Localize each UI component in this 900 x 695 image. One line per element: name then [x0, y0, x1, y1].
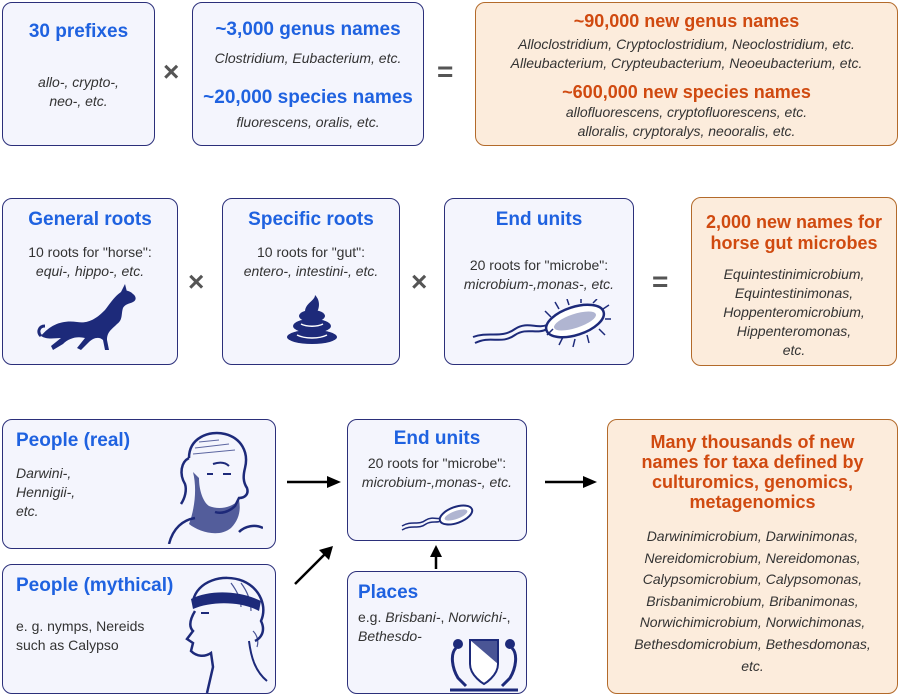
- general-roots-desc: 10 roots for "horse":: [28, 244, 152, 260]
- horse-gut-name-1: Equintestinimicrobium,: [723, 266, 865, 282]
- horse-gut-name-4: Hippenteromonas,: [736, 323, 852, 339]
- specific-roots-desc: 10 roots for "gut":: [257, 244, 365, 260]
- species-examples: fluorescens, oralis, etc.: [236, 114, 380, 130]
- people-real-line-3: etc.: [16, 503, 39, 519]
- times-operator-2: ×: [411, 266, 428, 297]
- new-genus-line-2: Alleubacterium, Crypteubacterium, Neoeub…: [510, 55, 863, 71]
- people-mythical-title: People (mythical): [16, 575, 174, 596]
- horse-gut-title-2: horse gut microbes: [710, 233, 878, 253]
- people-real-line-2: Hennigii-,: [16, 484, 76, 500]
- new-names-result-box: ~90,000 new genus names Alloclostridium,…: [475, 2, 898, 146]
- result-title-4: metagenomics: [689, 492, 816, 512]
- result-name-line: etc.: [741, 657, 764, 674]
- genus-title: ~3,000 genus names: [215, 19, 401, 40]
- result-names-list: Darwinimicrobium, Darwinimonas, Nereidom…: [608, 526, 897, 677]
- new-genus-line-1: Alloclostridium, Cryptoclostridium, Neoc…: [518, 36, 855, 52]
- places-line-1: e.g. Brisbani-, Norwichi-,: [358, 608, 511, 627]
- prefixes-line-1: allo-, crypto-,: [38, 74, 119, 90]
- result-name-line: Darwinimicrobium, Darwinimonas,: [646, 528, 859, 544]
- people-real-line-1: Darwini-,: [16, 465, 72, 481]
- arrow-end-to-result: [545, 476, 597, 488]
- result-title-3: culturomics, genomics,: [651, 472, 854, 492]
- darwin-portrait-icon: [167, 431, 263, 544]
- new-species-line-2: alloralis, cryptoralys, neooralis, etc.: [577, 123, 796, 139]
- equals-operator: =: [437, 56, 454, 87]
- general-roots-box: General roots 10 roots for "horse": equi…: [2, 198, 178, 365]
- prefixes-box: 30 prefixes allo-, crypto-, neo-, etc.: [2, 2, 155, 146]
- place-norwichi: Norwichi-: [448, 609, 507, 625]
- horse-icon: [37, 284, 136, 350]
- end-units-box-row3: End units 20 roots for "microbe": microb…: [347, 419, 527, 541]
- times-operator-1: ×: [188, 266, 205, 297]
- new-species-title: ~600,000 new species names: [562, 82, 811, 102]
- end-units-title-row3: End units: [393, 428, 481, 449]
- people-mythical-line-2: such as Calypso: [16, 637, 119, 653]
- places-prefix: e.g.: [358, 609, 386, 625]
- arrow-places-to-end: [430, 545, 442, 569]
- end-units-examples-row3: microbium-,monas-, etc.: [361, 474, 513, 490]
- coat-of-arms-icon: [450, 639, 518, 692]
- result-name-line: Brisbanimicrobium, Bribanimonas,: [646, 592, 859, 609]
- specific-roots-box: Specific roots 10 roots for "gut": enter…: [222, 198, 400, 365]
- places-title: Places: [358, 582, 419, 603]
- people-mythical-line-1: e. g. nymps, Nereids: [16, 618, 145, 634]
- equals-operator-row2: =: [652, 266, 669, 297]
- places-tail: ,: [506, 609, 511, 625]
- end-units-desc: 20 roots for "microbe":: [469, 257, 609, 273]
- general-roots-title: General roots: [28, 209, 152, 230]
- specific-roots-examples: entero-, intestini-, etc.: [243, 263, 379, 279]
- general-roots-examples: equi-, hippo-, etc.: [35, 263, 145, 279]
- bacterium-icon: [472, 299, 611, 348]
- place-bethesdo: Bethesdo-: [358, 628, 422, 644]
- places-box: Places e.g. Brisbani-, Norwichi-, Bethes…: [347, 571, 527, 694]
- result-name-line: Calypsomicrobium, Calypsomonas,: [642, 571, 863, 588]
- specific-roots-title: Specific roots: [248, 209, 374, 230]
- horse-gut-name-5: etc.: [782, 342, 806, 358]
- people-mythical-box: People (mythical) e. g. nymps, Nereids s…: [2, 564, 276, 694]
- end-units-desc-row3: 20 roots for "microbe":: [367, 455, 507, 471]
- end-units-title: End units: [495, 209, 583, 230]
- many-thousands-result-box: Many thousands of new names for taxa def…: [607, 419, 898, 694]
- end-units-box: End units 20 roots for "microbe": microb…: [444, 198, 634, 365]
- new-species-line-1: allofluorescens, cryptofluorescens, etc.: [565, 104, 808, 120]
- genus-species-box: ~3,000 genus names Clostridium, Eubacter…: [192, 2, 424, 146]
- arrow-real-to-end: [287, 476, 341, 488]
- new-genus-title: ~90,000 new genus names: [573, 11, 800, 31]
- result-name-line: Nereidomicrobium, Nereidomonas,: [644, 549, 861, 566]
- result-title-1: Many thousands of new: [650, 432, 855, 452]
- horse-gut-title-1: 2,000 new names for: [705, 212, 883, 232]
- poop-icon: [287, 295, 337, 344]
- result-name-line: Norwichimicrobium, Norwichimonas,: [639, 614, 866, 631]
- horse-gut-name-2: Equintestinimonas,: [734, 285, 854, 301]
- end-units-examples: microbium-,monas-, etc.: [463, 276, 615, 292]
- people-real-title: People (real): [16, 430, 131, 451]
- genus-examples: Clostridium, Eubacterium, etc.: [214, 50, 402, 66]
- horse-gut-result-box: 2,000 new names for horse gut microbes E…: [691, 197, 897, 366]
- bacterium-small-icon: [401, 504, 474, 531]
- place-brisbani: Brisbani-: [385, 609, 441, 625]
- species-title: ~20,000 species names: [203, 87, 413, 108]
- horse-gut-name-3: Hoppenteromicrobium,: [723, 304, 865, 320]
- result-title-2: names for taxa defined by: [641, 452, 864, 472]
- prefixes-title: 30 prefixes: [28, 21, 129, 42]
- result-name-line: Bethesdomicrobium, Bethesdomonas,: [634, 635, 871, 652]
- people-real-box: People (real) Darwini-, Hennigii-, etc.: [2, 419, 276, 549]
- prefixes-line-2: neo-, etc.: [49, 93, 108, 109]
- nymph-portrait-icon: [185, 576, 268, 693]
- times-operator: ×: [163, 56, 180, 87]
- places-separator: ,: [440, 609, 449, 625]
- arrow-mythical-to-end: [294, 546, 333, 585]
